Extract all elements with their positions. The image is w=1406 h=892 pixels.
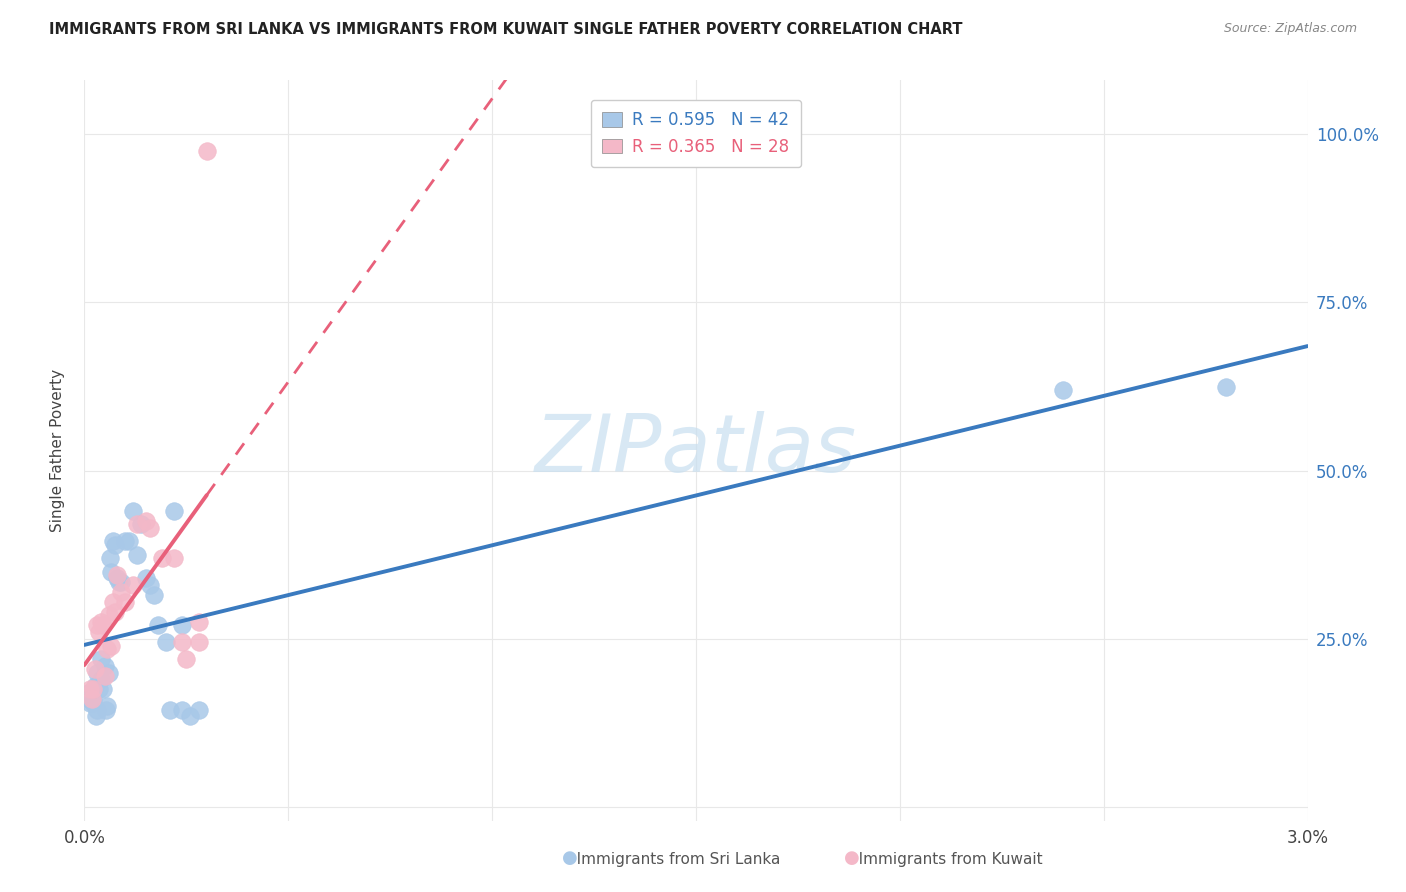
- Point: [82, 692, 104, 706]
- Point: [101, 534, 124, 549]
- Text: ZIPatlas: ZIPatlas: [534, 411, 858, 490]
- Point: [163, 551, 186, 566]
- Point: [87, 625, 110, 640]
- Point: [142, 588, 165, 602]
- Point: [104, 538, 127, 552]
- Legend: R = 0.595   N = 42, R = 0.365   N = 28: R = 0.595 N = 42, R = 0.365 N = 28: [591, 100, 801, 168]
- Point: [195, 144, 218, 158]
- Text: ●: ●: [562, 849, 578, 867]
- Point: [86, 618, 108, 632]
- Text: IMMIGRANTS FROM SRI LANKA VS IMMIGRANTS FROM KUWAIT SINGLE FATHER POVERTY CORREL: IMMIGRANTS FROM SRI LANKA VS IMMIGRANTS …: [49, 22, 963, 37]
- Point: [135, 514, 157, 528]
- Point: [100, 639, 122, 653]
- Point: [93, 658, 117, 673]
- Text: Source: ZipAtlas.com: Source: ZipAtlas.com: [1223, 22, 1357, 36]
- Point: [127, 517, 149, 532]
- Text: ●: ●: [844, 849, 859, 867]
- Point: [91, 618, 114, 632]
- Point: [138, 578, 160, 592]
- Point: [146, 618, 169, 632]
- Point: [93, 669, 117, 683]
- Point: [138, 521, 160, 535]
- Point: [98, 551, 121, 566]
- Point: [110, 584, 132, 599]
- Point: [176, 652, 198, 666]
- Point: [163, 504, 186, 518]
- Point: [105, 568, 128, 582]
- Point: [179, 709, 201, 723]
- Point: [159, 703, 181, 717]
- Point: [110, 574, 132, 589]
- Point: [118, 534, 141, 549]
- Point: [83, 662, 105, 676]
- Point: [187, 703, 209, 717]
- Point: [1052, 383, 1074, 397]
- Point: [94, 703, 117, 717]
- Point: [101, 595, 124, 609]
- Point: [135, 571, 157, 585]
- Point: [97, 665, 120, 680]
- Point: [122, 504, 145, 518]
- Point: [84, 709, 107, 723]
- Point: [172, 635, 194, 649]
- Point: [86, 703, 108, 717]
- Point: [127, 548, 149, 562]
- Text: Immigrants from Kuwait: Immigrants from Kuwait: [844, 852, 1042, 867]
- Point: [91, 682, 114, 697]
- Point: [155, 635, 177, 649]
- Point: [105, 571, 128, 585]
- Point: [150, 551, 173, 566]
- Point: [83, 679, 105, 693]
- Point: [100, 565, 122, 579]
- Point: [79, 682, 101, 697]
- Point: [77, 686, 100, 700]
- Point: [122, 578, 145, 592]
- Point: [90, 673, 112, 687]
- Y-axis label: Single Father Poverty: Single Father Poverty: [51, 369, 65, 532]
- Point: [187, 615, 209, 629]
- Point: [79, 696, 101, 710]
- Point: [172, 703, 194, 717]
- Point: [96, 699, 118, 714]
- Point: [87, 682, 110, 697]
- Point: [1215, 379, 1237, 393]
- Point: [104, 605, 127, 619]
- Point: [77, 692, 100, 706]
- Point: [97, 608, 120, 623]
- Point: [114, 595, 136, 609]
- Point: [131, 517, 153, 532]
- Text: Immigrants from Sri Lanka: Immigrants from Sri Lanka: [562, 852, 780, 867]
- Point: [187, 635, 209, 649]
- Point: [90, 652, 112, 666]
- Point: [82, 696, 104, 710]
- Point: [90, 615, 112, 629]
- Point: [108, 574, 131, 589]
- Point: [96, 642, 118, 657]
- Point: [172, 618, 194, 632]
- Point: [82, 682, 104, 697]
- Point: [114, 534, 136, 549]
- Point: [86, 665, 108, 680]
- Point: [80, 692, 103, 706]
